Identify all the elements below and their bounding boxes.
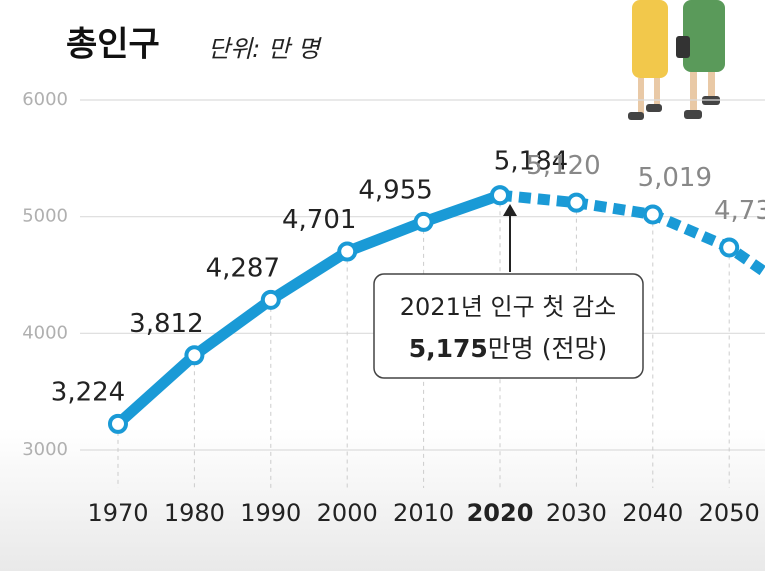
point <box>337 241 358 262</box>
value-label: 4,701 <box>282 205 356 235</box>
illustration <box>628 0 725 120</box>
value-label: 3,224 <box>51 377 125 407</box>
annotation-text: 2021년 인구 첫 감소 <box>400 293 616 321</box>
y-tick-label: 3000 <box>22 439 68 460</box>
value-label: 4,955 <box>358 175 432 205</box>
point <box>108 413 128 434</box>
point <box>490 185 510 206</box>
value-label: 5,019 <box>638 163 712 193</box>
x-tick-label: 1980 <box>164 499 225 527</box>
point <box>260 289 281 310</box>
x-tick-label: 2040 <box>622 499 683 527</box>
y-tick-label: 6000 <box>22 89 68 110</box>
x-tick-label: 1970 <box>87 499 148 527</box>
y-tick-label: 5000 <box>22 206 68 227</box>
point <box>184 345 205 366</box>
value-label: 4,287 <box>206 253 280 283</box>
value-label: 4,736 <box>714 196 765 226</box>
point <box>719 237 740 258</box>
point <box>566 192 587 213</box>
annotation: 2021년 인구 첫 감소 5,175만명 (전망) <box>373 204 644 379</box>
annotation-value-label: 5,175 <box>409 334 488 363</box>
value-label: 3,812 <box>129 309 203 339</box>
y-tick-label: 4000 <box>22 322 68 343</box>
x-tick-label: 2030 <box>546 499 607 527</box>
x-tick-label: 2000 <box>317 499 378 527</box>
x-tick-label: 2010 <box>393 499 454 527</box>
x-tick-label: 2020 <box>467 499 534 527</box>
x-tick-label: 1990 <box>240 499 301 527</box>
point <box>642 204 663 225</box>
point <box>413 211 434 232</box>
annotation-unit: 만명 (전망) <box>488 334 607 363</box>
value-label: 5,184 <box>494 147 568 177</box>
annotation-value: 5,175만명 (전망) <box>409 334 608 363</box>
value-label: 5,120 <box>526 151 600 181</box>
x-tick-label: 2050 <box>699 499 760 527</box>
line <box>114 190 502 428</box>
chart-title: 총인구 <box>66 25 160 65</box>
chart-subtitle: 단위: 만 명 <box>208 35 323 63</box>
